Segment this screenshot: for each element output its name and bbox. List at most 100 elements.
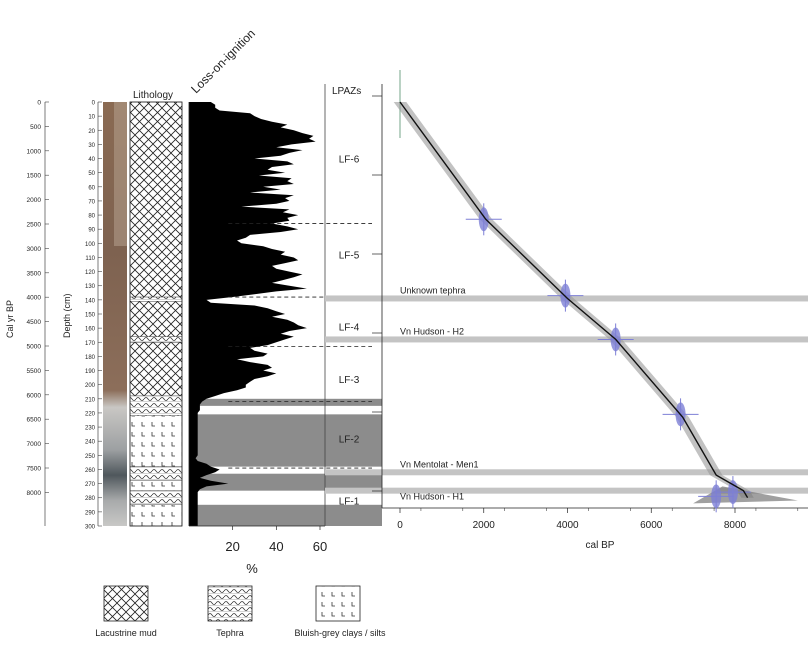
cal-yr-tick-label: 8000: [27, 490, 42, 497]
legend-label-clay: Bluish-grey clays / silts: [294, 628, 386, 638]
depth-tick-label: 240: [85, 440, 96, 446]
depth-tick-label: 140: [85, 298, 96, 304]
legend-swatch-mud: [104, 586, 148, 621]
zone-label: LF-3: [339, 375, 360, 386]
legend-swatch-clay: [316, 586, 360, 621]
age-depth-panel: Unknown tephra Vn Hudson - H2 Vn Mentolat …: [325, 70, 808, 551]
depth-tick-label: 250: [85, 454, 96, 460]
lithology-column: [130, 102, 182, 526]
cal-yr-tick-label: 2000: [27, 197, 42, 204]
depth-tick-label: 190: [85, 369, 96, 375]
age-x-tick-label: 4000: [556, 520, 579, 531]
cal-yr-tick-label: 3000: [27, 246, 42, 253]
depth-tick-label: 60: [88, 185, 95, 191]
depth-tick-label: 230: [85, 426, 96, 432]
cal-yr-tick-label: 5000: [27, 344, 42, 351]
cal-yr-ticks: 0 500 1000 1500 2000 2500 3000 3500 4000 4500 5000…: [27, 100, 49, 527]
depth-tick-label: 0: [92, 101, 96, 107]
age-x-tick-label: 6000: [640, 520, 663, 531]
depth-tick-label: 30: [88, 143, 95, 149]
age-x-label: cal BP: [586, 540, 615, 551]
depth-axis-title: Depth (cm): [62, 293, 72, 338]
clay-band: [189, 505, 382, 526]
lithology-label: Lithology: [133, 90, 173, 101]
depth-tick-label: 160: [85, 327, 96, 333]
lithology-unit-tephra: [130, 491, 182, 505]
lithology-unit-tephra: [130, 297, 182, 301]
zone-label: LF-2: [339, 434, 360, 445]
depth-tick-label: 40: [88, 157, 95, 163]
depth-tick-label: 100: [85, 242, 96, 248]
depth-tick-label: 180: [85, 355, 96, 361]
cal-yr-tick-label: 3500: [27, 270, 42, 277]
depth-tick-label: 90: [88, 228, 95, 234]
loi-x-unit: %: [246, 561, 258, 576]
loi-panel: 20 40 60% LF-6 LF-5 LF-4 LF-3 LF-2 LF-1: [189, 84, 382, 576]
lpaz-title: LPAZs: [332, 86, 361, 97]
depth-tick-label: 80: [88, 214, 95, 220]
cal-yr-tick-label: 0: [37, 100, 41, 107]
zone-label: LF-5: [339, 251, 360, 262]
cal-yr-tick-label: 7000: [27, 441, 42, 448]
loi-title: Loss-on-ignition: [188, 26, 258, 96]
legend-label-mud: Lacustrine mud: [95, 628, 157, 638]
lithology-unit-mud: [130, 342, 182, 396]
lithology-unit-tephra: [130, 467, 182, 481]
tephra-label: Vn Hudson - H1: [400, 492, 464, 502]
cal-yr-tick-label: 5500: [27, 368, 42, 375]
depth-tick-label: 170: [85, 341, 96, 347]
depth-tick-label: 150: [85, 313, 96, 319]
depth-tick-label: 120: [85, 270, 96, 276]
age-x-tick-label: 0: [397, 520, 403, 531]
cal-yr-tick-label: 6000: [27, 392, 42, 399]
depth-tick-label: 300: [85, 525, 96, 531]
zone-label: LF-6: [339, 155, 360, 166]
depth-tick-label: 70: [88, 199, 95, 205]
cal-yr-tick-label: 1000: [27, 148, 42, 155]
cal-yr-tick-label: 6500: [27, 417, 42, 424]
lithology-unit-clay: [130, 416, 182, 467]
loi-x-tick-label: 20: [225, 539, 239, 554]
age-x-tick-label: 2000: [473, 520, 496, 531]
depth-tick-label: 260: [85, 468, 96, 474]
lithology-unit-tephra: [130, 337, 182, 343]
legend: Lacustrine mud Tephra Bluish-grey clays …: [95, 586, 386, 638]
depth-tick-label: 50: [88, 171, 95, 177]
tephra-band: [325, 336, 808, 342]
cal-yr-tick-label: 500: [30, 124, 41, 131]
depth-tick-label: 130: [85, 284, 96, 290]
cal-yr-tick-label: 7500: [27, 466, 42, 473]
depth-tick-label: 220: [85, 411, 96, 417]
cal-yr-tick-label: 4000: [27, 295, 42, 302]
depth-tick-label: 270: [85, 482, 96, 488]
lithology-unit-clay: [130, 481, 182, 491]
legend-label-tephra: Tephra: [216, 628, 244, 638]
depth-tick-label: 280: [85, 496, 96, 502]
cal-yr-tick-label: 1500: [27, 173, 42, 180]
legend-swatch-tephra: [208, 586, 252, 621]
tephra-label: Vn Mentolat - Men1: [400, 459, 479, 469]
loi-x-tick-label: 60: [313, 539, 327, 554]
lithology-unit-clay: [130, 505, 182, 526]
depth-tick-label: 20: [88, 129, 95, 135]
depth-tick-label: 290: [85, 510, 96, 516]
cal-yr-tick-label: 2500: [27, 222, 42, 229]
clay-band: [189, 399, 382, 406]
cal-yr-axis-title: Cal yr BP: [5, 300, 15, 338]
depth-tick-label: 10: [88, 115, 95, 121]
lithology-unit-mud: [130, 301, 182, 336]
loi-x-tick-label: 40: [269, 539, 283, 554]
cal-yr-tick-label: 4500: [27, 319, 42, 326]
tephra-band: [325, 469, 808, 475]
zone-label: LF-1: [339, 497, 360, 508]
depth-tick-label: 200: [85, 383, 96, 389]
age-x-tick-label: 8000: [724, 520, 747, 531]
core-top-light: [114, 102, 127, 246]
tephra-label: Unknown tephra: [400, 285, 466, 295]
lithology-unit-tephra: [130, 396, 182, 416]
tephra-label: Vn Hudson - H2: [400, 326, 464, 336]
depth-tick-label: 210: [85, 397, 96, 403]
lithology-unit-mud: [130, 102, 182, 297]
depth-ticks: 0102030405060708090100110120130140150160…: [85, 101, 102, 531]
